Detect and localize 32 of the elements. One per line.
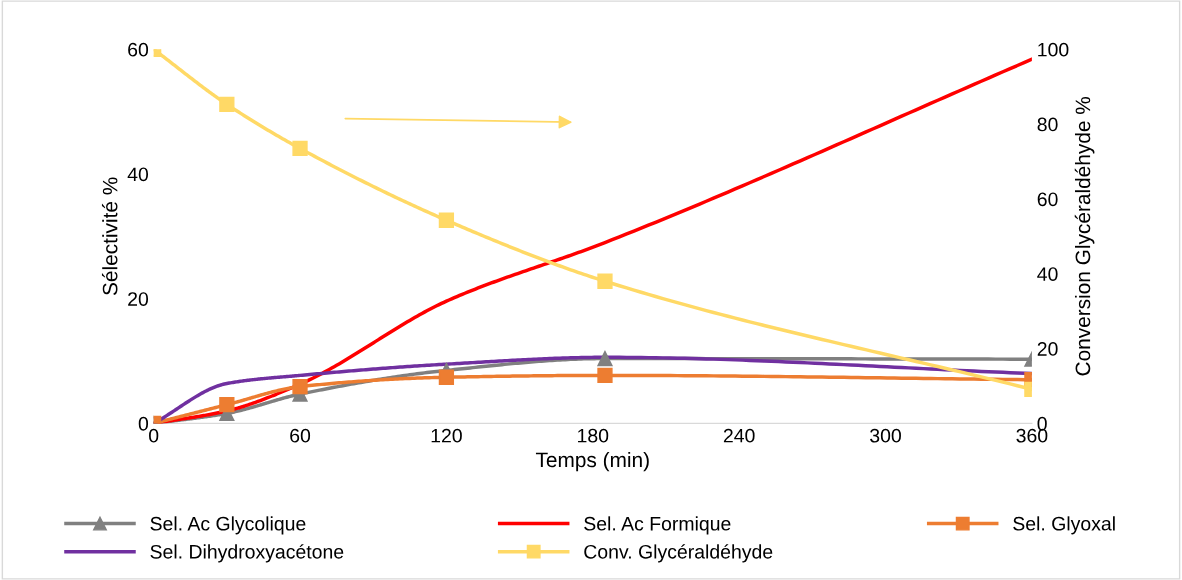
- legend-label: Sel. Glyoxal: [1013, 516, 1115, 535]
- x-tick-label: 180: [578, 428, 609, 443]
- x-axis-title: Temps (min): [535, 451, 649, 472]
- point: [438, 369, 455, 385]
- y-tick-label: 0: [138, 416, 149, 431]
- point: [597, 367, 613, 384]
- point: [219, 96, 235, 112]
- y-axis-title: Sélectivité %: [101, 177, 118, 296]
- point: [438, 212, 455, 228]
- point: [597, 273, 613, 289]
- point: [292, 378, 308, 395]
- y2-axis-title: Conversion Glycéraldéhyde %: [1074, 96, 1095, 376]
- x-tick-label: 60: [290, 428, 311, 443]
- y2-tick-label: 80: [1037, 117, 1058, 132]
- point: [597, 350, 613, 367]
- point: [219, 397, 235, 413]
- x-tick-label: 240: [723, 428, 755, 443]
- legend-label: Sel. Dihydroxyacétone: [150, 544, 344, 563]
- y2-tick-label: 60: [1037, 192, 1058, 207]
- y-tick-label: 60: [128, 42, 149, 57]
- y-tick-label: 40: [127, 167, 149, 182]
- y2-tick-label: 20: [1037, 342, 1058, 356]
- y2-tick-label: 100: [1038, 42, 1069, 57]
- point: [292, 140, 308, 157]
- x-tick-label: 120: [431, 428, 462, 443]
- x-tick-label: 300: [870, 428, 901, 443]
- y2-tick-label: 40: [1037, 267, 1058, 281]
- legend-label: Conv. Glycéraldéhyde: [584, 544, 773, 563]
- y-tick-label: 20: [128, 292, 149, 306]
- legend-label: Sel. Ac Formique: [584, 516, 731, 535]
- x-tick-label: 0: [149, 428, 159, 443]
- legend-label: Sel. Ac Glycolique: [150, 516, 306, 535]
